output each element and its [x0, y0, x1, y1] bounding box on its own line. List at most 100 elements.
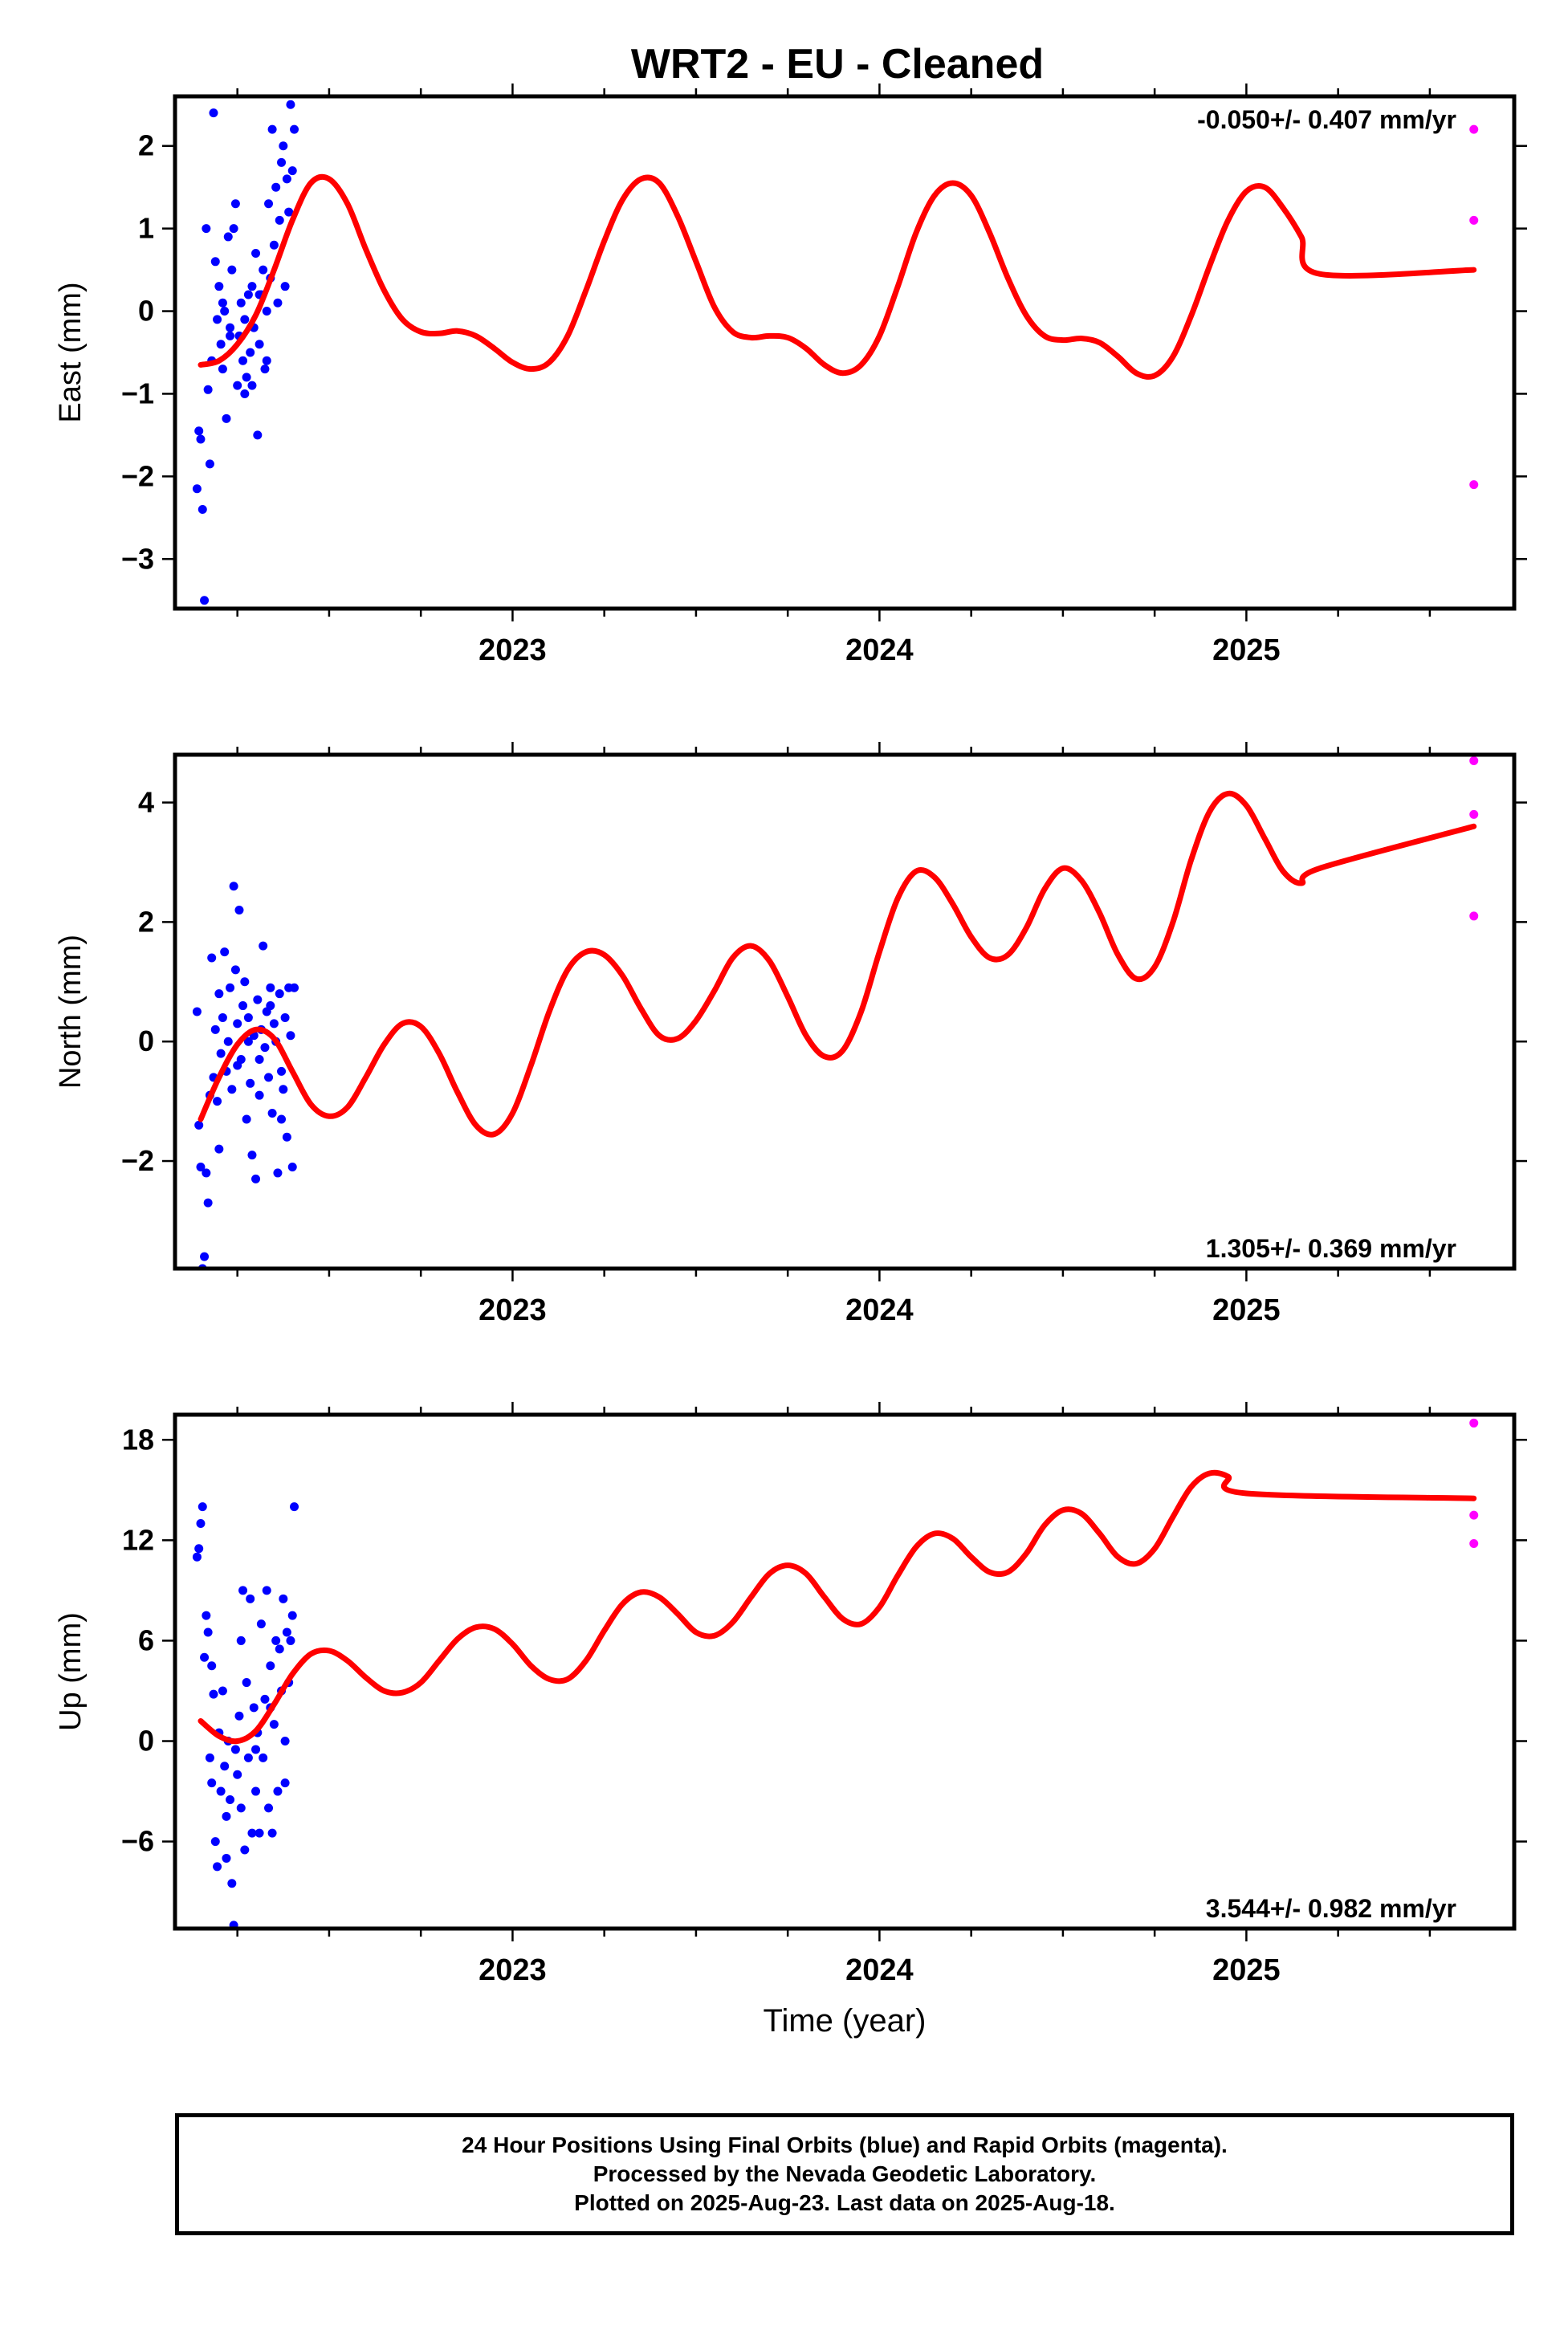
- final-orbit-point: [202, 1611, 211, 1620]
- final-orbit-point: [266, 983, 275, 992]
- final-orbit-point: [227, 265, 237, 275]
- final-orbit-point: [247, 282, 257, 291]
- final-orbit-point: [255, 1828, 264, 1838]
- caption-line-1: 24 Hour Positions Using Final Orbits (bl…: [462, 2132, 1228, 2157]
- final-orbit-point: [214, 1144, 224, 1154]
- final-orbit-point: [229, 224, 238, 234]
- final-orbit-point: [234, 1711, 244, 1721]
- y-tick-label: −1: [121, 377, 154, 409]
- final-orbit-point: [242, 1678, 251, 1688]
- final-orbit-point: [236, 298, 246, 308]
- final-orbit-point: [203, 1198, 213, 1208]
- final-orbit-point: [209, 1689, 218, 1699]
- rate-label: 1.305+/- 0.369 mm/yr: [1206, 1234, 1456, 1263]
- y-tick-label: −2: [121, 1144, 154, 1177]
- final-orbit-point: [200, 1652, 210, 1662]
- final-orbit-point: [229, 882, 238, 891]
- y-axis-label: North (mm): [54, 935, 88, 1089]
- final-orbit-point: [260, 1694, 270, 1704]
- final-orbit-point: [243, 1753, 253, 1762]
- final-orbit-point: [238, 356, 248, 365]
- rate-label: -0.050+/- 0.407 mm/yr: [1197, 105, 1456, 134]
- final-orbit-point: [280, 1737, 290, 1746]
- x-tick-label: 2023: [479, 633, 547, 667]
- final-orbit-point: [253, 995, 263, 1004]
- final-orbit-point: [198, 1502, 207, 1512]
- final-orbit-point: [282, 1627, 291, 1637]
- rapid-orbit-point: [1469, 1510, 1479, 1520]
- data-layer: [192, 100, 1479, 605]
- final-orbit-point: [196, 1519, 206, 1529]
- final-orbit-point: [233, 381, 242, 390]
- final-orbit-point: [207, 1661, 217, 1671]
- final-orbit-point: [200, 1252, 210, 1261]
- final-orbit-point: [259, 265, 268, 275]
- figure-title: WRT2 - EU - Cleaned: [631, 41, 1044, 88]
- final-orbit-point: [267, 1828, 277, 1838]
- final-orbit-point: [264, 1803, 274, 1813]
- final-orbit-point: [240, 1845, 250, 1855]
- rapid-orbit-point: [1469, 480, 1479, 490]
- final-orbit-point: [286, 100, 295, 109]
- final-orbit-point: [251, 249, 261, 259]
- rapid-orbit-point: [1469, 756, 1479, 765]
- final-orbit-point: [280, 1778, 290, 1788]
- final-orbit-point: [277, 1066, 287, 1076]
- final-orbit-point: [275, 1644, 284, 1654]
- final-orbit-point: [266, 1661, 275, 1671]
- final-orbit-point: [275, 215, 284, 225]
- final-orbit-point: [253, 430, 263, 440]
- final-orbit-point: [284, 207, 294, 217]
- final-orbit-point: [271, 1635, 281, 1645]
- final-orbit-point: [264, 1073, 274, 1082]
- final-orbit-point: [220, 947, 230, 957]
- x-axis-label: Time (year): [764, 2003, 927, 2039]
- x-tick-label: 2025: [1212, 1293, 1281, 1327]
- final-orbit-point: [223, 1037, 233, 1046]
- rapid-orbit-point: [1469, 215, 1479, 225]
- final-orbit-point: [233, 1019, 242, 1029]
- final-orbit-point: [290, 1502, 299, 1512]
- final-orbit-point: [226, 323, 235, 332]
- y-axis-label: East (mm): [54, 282, 88, 422]
- final-orbit-point: [243, 1037, 253, 1046]
- final-orbit-point: [279, 141, 288, 151]
- final-orbit-point: [214, 989, 224, 999]
- final-orbit-point: [262, 307, 271, 316]
- panel-3: 2023 2024 2025 18 12 6 0 −6 Up (mm) Time (year) 3.…: [54, 1402, 1527, 2039]
- final-orbit-point: [247, 1828, 257, 1838]
- x-tick-label: 2024: [845, 1953, 914, 1987]
- final-orbit-point: [259, 941, 268, 951]
- final-orbit-point: [213, 1862, 222, 1872]
- final-orbit-point: [269, 240, 279, 250]
- final-orbit-point: [246, 348, 255, 357]
- final-orbit-point: [243, 1012, 253, 1022]
- final-orbit-point: [192, 484, 202, 494]
- final-orbit-point: [213, 1097, 222, 1106]
- x-tick-label: 2024: [845, 1293, 914, 1327]
- final-orbit-point: [207, 953, 217, 963]
- final-orbit-point: [255, 1055, 264, 1065]
- rapid-orbit-point: [1469, 911, 1479, 921]
- final-orbit-point: [247, 1151, 257, 1160]
- model-curve: [198, 173, 1477, 380]
- final-orbit-point: [220, 307, 230, 316]
- final-orbit-point: [242, 1114, 251, 1124]
- final-orbit-point: [198, 505, 207, 515]
- rapid-orbit-point: [1469, 1418, 1479, 1428]
- final-orbit-point: [255, 340, 264, 349]
- final-orbit-point: [218, 365, 227, 374]
- y-tick-label: 4: [138, 786, 154, 819]
- panel-frame: [173, 1412, 1517, 1931]
- final-orbit-point: [226, 983, 235, 992]
- final-orbit-point: [205, 1753, 214, 1762]
- final-orbit-point: [233, 1061, 242, 1070]
- final-orbit-point: [192, 1552, 202, 1562]
- final-orbit-point: [236, 1635, 246, 1645]
- rapid-orbit-point: [1469, 809, 1479, 819]
- final-orbit-point: [269, 1019, 279, 1029]
- final-orbit-point: [222, 1853, 231, 1863]
- final-orbit-point: [259, 1753, 268, 1762]
- caption-line-3: Plotted on 2025-Aug-23. Last data on 202…: [574, 2190, 1115, 2215]
- final-orbit-point: [226, 1794, 235, 1804]
